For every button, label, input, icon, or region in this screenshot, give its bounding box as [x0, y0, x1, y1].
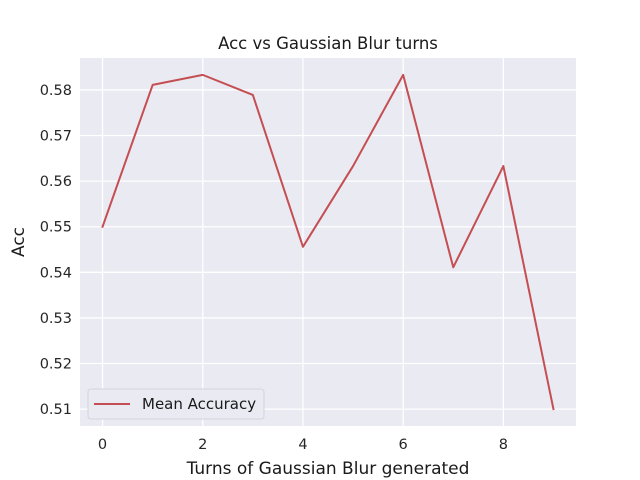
x-tick-label: 6 [399, 437, 408, 453]
series-layer [101, 73, 555, 411]
x-tick-label: 8 [499, 437, 508, 453]
y-tick-label: 0.52 [40, 357, 72, 373]
y-axis-label: Acc [9, 227, 29, 257]
y-tick-labels: 0.51 0.52 0.53 0.54 0.55 0.56 0.57 0.58 [40, 83, 72, 418]
plot-area [80, 58, 576, 426]
x-tick-label: 0 [98, 437, 107, 453]
series-line-mean-accuracy [101, 73, 555, 411]
x-axis-label: Turns of Gaussian Blur generated [186, 459, 470, 479]
chart-title: Acc vs Gaussian Blur turns [218, 34, 438, 53]
y-tick-label: 0.54 [40, 265, 72, 281]
legend-box [87, 388, 265, 420]
x-tick-labels: 0 2 4 6 8 [98, 437, 508, 453]
x-tick-label: 4 [298, 437, 307, 453]
y-tick-label: 0.55 [40, 220, 72, 236]
y-tick-label: 0.53 [40, 311, 72, 327]
x-tick-label: 2 [198, 437, 207, 453]
legend-label: Mean Accuracy [142, 395, 256, 413]
y-tick-label: 0.57 [40, 129, 72, 145]
y-tick-label: 0.51 [40, 402, 72, 418]
y-tick-label: 0.56 [40, 174, 72, 190]
y-tick-label: 0.58 [40, 83, 72, 99]
legend: Mean Accuracy [87, 388, 265, 420]
